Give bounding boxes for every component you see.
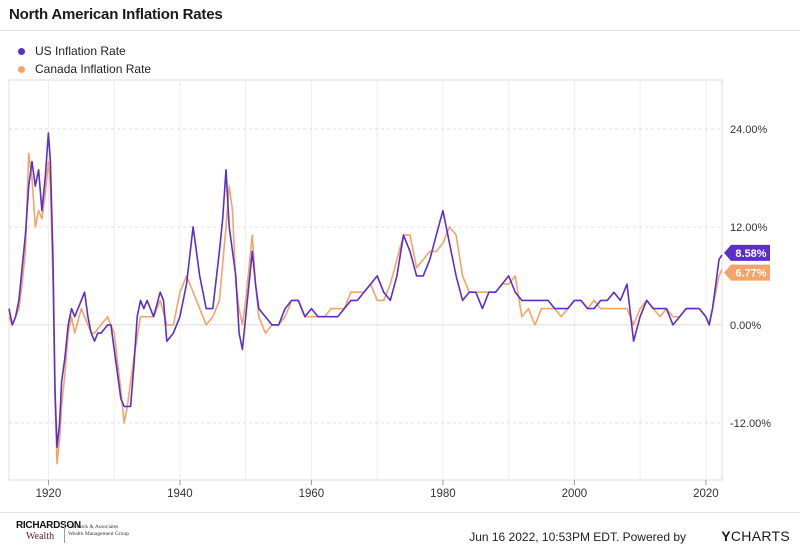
canada-end-value-label-text: 6.77% (735, 268, 766, 280)
plot-frame (8, 79, 723, 481)
end-label-layer: 8.58% 6.77% (724, 244, 770, 281)
legend-marker-us (18, 47, 25, 55)
grid-layer (8, 79, 723, 481)
y-tick-label: 24.00% (730, 124, 768, 136)
x-tick-label: 1980 (430, 488, 456, 500)
canada-end-value-label-bg (724, 264, 770, 281)
us-inflation-line (8, 132, 723, 449)
ycharts-logo-y: Y (721, 528, 731, 544)
chart-legend: US Inflation Rate Canada Inflation Rate (18, 42, 151, 78)
canada-inflation-line (8, 152, 723, 465)
x-tick-label: 1940 (167, 488, 193, 500)
x-tick-label: 2020 (693, 488, 719, 500)
x-tick-label: 1920 (36, 488, 62, 500)
firm-name-line-1: Chernick & Associates (68, 524, 119, 530)
us-end-value-label-text: 8.58% (735, 248, 766, 260)
y-tick-label: 0.00% (730, 320, 761, 332)
footer-timestamp: Jun 16 2022, 10:53PM EDT. Powered by (469, 530, 686, 544)
ycharts-logo-text: CHARTS (730, 528, 790, 544)
logo-divider (64, 523, 65, 543)
powered-by-text: Powered by (622, 530, 686, 544)
legend-item-canada[interactable]: Canada Inflation Rate (18, 60, 151, 78)
company-logo-text: RICHARDSON (16, 520, 81, 531)
y-tick-label: -12.00% (730, 418, 771, 430)
line-chart: 1920 1940 1960 1980 2000 2020 24.00% 12.00% 0.00… (8, 79, 772, 500)
legend-item-us[interactable]: US Inflation Rate (18, 42, 151, 60)
series-layer (8, 132, 723, 465)
legend-marker-canada (18, 65, 25, 73)
canada-end-value-label: 6.77% (724, 264, 770, 281)
x-tick-label: 2000 (562, 488, 588, 500)
ycharts-logo[interactable]: YCHARTS (721, 528, 790, 544)
chart-title: North American Inflation Rates (9, 6, 223, 23)
legend-label-us: US Inflation Rate (35, 44, 126, 58)
x-tick-label: 1960 (299, 488, 325, 500)
axis-layer: 1920 1940 1960 1980 2000 2020 24.00% 12.00% 0.00… (36, 124, 772, 500)
firm-name-line-2: Wealth Management Group (68, 531, 129, 537)
y-tick-label: 12.00% (730, 222, 768, 234)
timestamp-text: Jun 16 2022, 10:53PM EDT. (469, 530, 620, 544)
title-bar: North American Inflation Rates (0, 0, 800, 31)
firm-name: Chernick & Associates Wealth Management … (68, 524, 129, 538)
us-end-value-label-bg (724, 244, 770, 261)
footer: RICHARDSON Wealth Chernick & Associates … (0, 512, 800, 547)
company-logo-subtext: Wealth (26, 531, 55, 542)
us-end-value-label: 8.58% (724, 244, 770, 261)
legend-label-canada: Canada Inflation Rate (35, 62, 152, 76)
